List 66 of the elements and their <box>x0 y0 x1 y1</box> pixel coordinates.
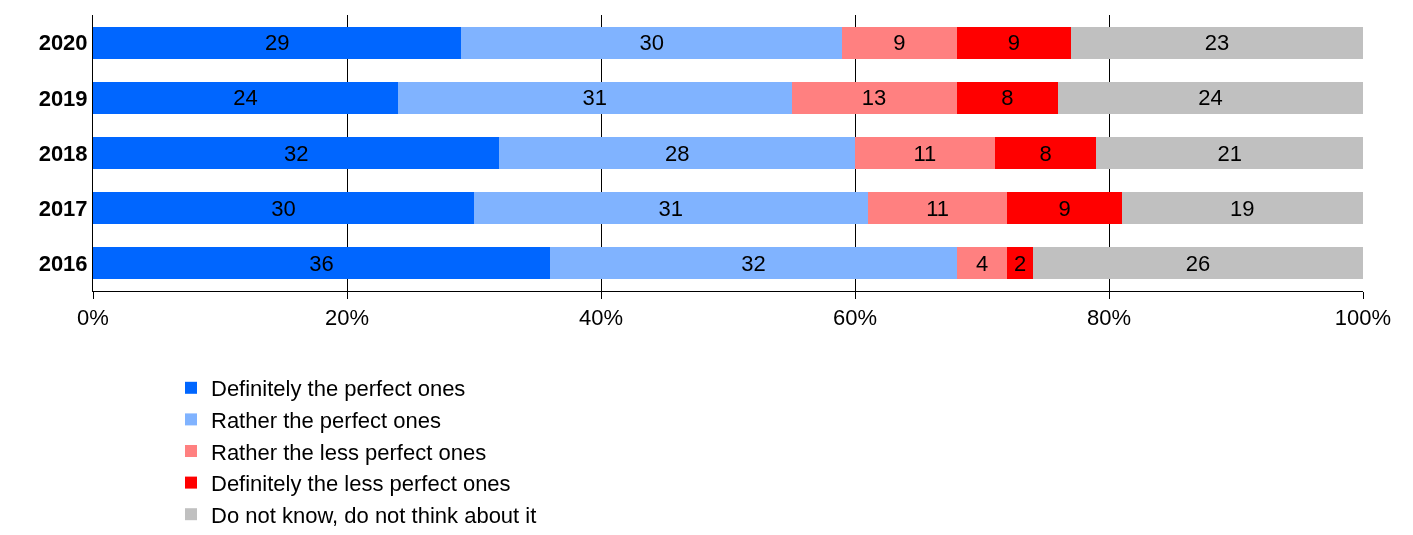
data-label: 9 <box>1007 30 1020 56</box>
y-tick-label: 2016 <box>38 251 88 277</box>
data-label: 13 <box>861 85 887 111</box>
data-label: 29 <box>264 30 290 56</box>
data-label: 8 <box>1001 85 1014 111</box>
data-label: 26 <box>1185 250 1211 276</box>
x-tick-label: 60% <box>832 305 878 331</box>
bar <box>474 192 868 225</box>
bar <box>1070 26 1363 59</box>
y-tick-label: 2017 <box>38 195 88 221</box>
bar <box>842 26 957 59</box>
bar <box>1032 247 1363 280</box>
bar <box>461 26 843 59</box>
data-label: 24 <box>233 85 258 111</box>
bar <box>867 192 1008 225</box>
bar <box>1007 247 1033 280</box>
bar <box>397 81 792 114</box>
legend-label: Definitely the perfect ones <box>211 376 466 402</box>
x-tick-label: 0% <box>77 305 109 331</box>
bar <box>1007 192 1122 225</box>
data-label: 23 <box>1204 30 1230 56</box>
data-label: 19 <box>1230 195 1255 221</box>
bar <box>994 136 1097 170</box>
bar <box>93 192 474 225</box>
bar <box>956 26 1071 59</box>
bar <box>1096 136 1363 170</box>
data-label: 11 <box>926 195 949 221</box>
bar <box>791 81 957 114</box>
data-label: 2 <box>1013 250 1027 276</box>
bar <box>550 247 957 280</box>
y-tick-label: 2020 <box>38 30 88 56</box>
bar <box>93 136 500 170</box>
legend-label: Rather the perfect ones <box>211 407 441 433</box>
bar <box>956 247 1008 280</box>
bar <box>956 81 1059 114</box>
legend-label: Do not know, do not think about it <box>211 502 537 528</box>
data-label: 24 <box>1198 85 1223 111</box>
x-tick-label: 20% <box>324 305 370 331</box>
data-label: 9 <box>893 30 906 56</box>
bar <box>1058 81 1363 114</box>
bar <box>93 247 551 280</box>
data-label: 4 <box>975 250 989 276</box>
x-tick-label: 40% <box>578 305 624 331</box>
data-label: 28 <box>664 140 690 166</box>
data-label: 30 <box>271 195 296 221</box>
bar <box>93 81 398 114</box>
y-tick-label: 2018 <box>38 140 88 166</box>
x-tick-label: 80% <box>1086 305 1132 331</box>
bar <box>855 136 995 170</box>
data-label: 32 <box>741 250 766 276</box>
bar <box>1121 192 1363 225</box>
data-label: 8 <box>1039 140 1052 166</box>
x-tick-label: 100% <box>1334 305 1392 331</box>
data-label: 32 <box>283 140 309 166</box>
data-label: 21 <box>1217 140 1242 166</box>
bar <box>93 26 462 59</box>
data-label: 9 <box>1058 195 1071 221</box>
legend-label: Rather the less perfect ones <box>211 439 487 465</box>
data-label: 11 <box>913 140 937 166</box>
data-label: 31 <box>658 195 684 221</box>
data-label: 31 <box>582 85 607 111</box>
data-label: 36 <box>309 250 334 276</box>
legend-label: Definitely the less perfect ones <box>211 471 511 497</box>
data-label: 30 <box>639 30 665 56</box>
y-tick-label: 2019 <box>38 85 88 111</box>
bar <box>499 136 855 170</box>
